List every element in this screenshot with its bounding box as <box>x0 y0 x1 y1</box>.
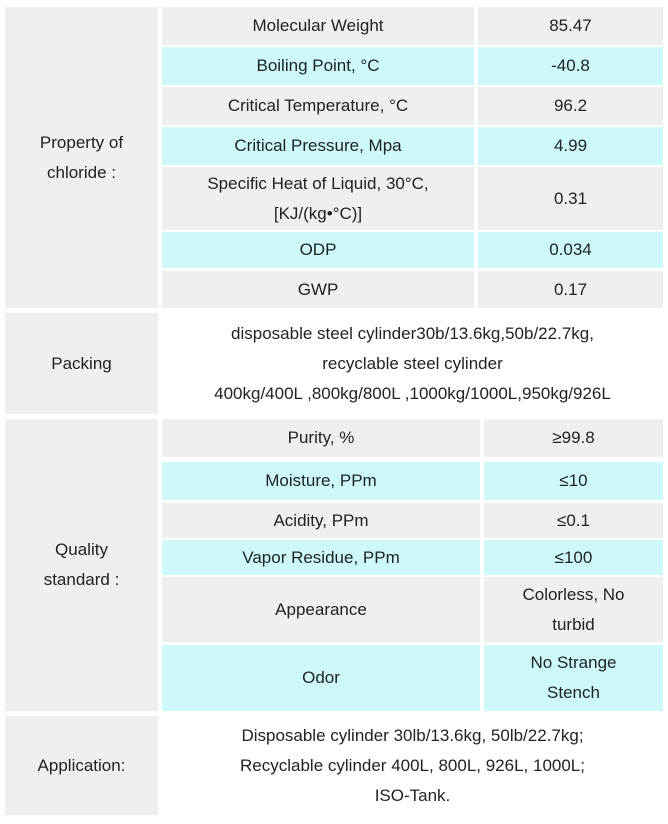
text-line: Odor <box>302 668 340 687</box>
row-name: Appearance <box>162 577 480 642</box>
row-name: Critical Pressure, Mpa <box>162 127 474 165</box>
row-name: Odor <box>162 645 480 711</box>
text-line: Critical Temperature, °C <box>227 96 409 115</box>
text-line: 400kg/400L ,800kg/800L ,1000kg/1000L,950… <box>214 383 611 403</box>
row-value: ≥99.8 <box>484 419 663 457</box>
row-value: ≤0.1 <box>484 503 663 538</box>
row-name: Moisture, PPm <box>162 462 480 500</box>
text-line: Quality <box>55 540 108 559</box>
text-line: disposable steel cylinder30b/13.6kg,50b/… <box>231 323 594 343</box>
text-line: Stench <box>547 683 600 702</box>
row-value: 0.31 <box>478 167 663 230</box>
text-line: Specific Heat of Liquid, 30°C, <box>207 173 429 193</box>
text-line: -40.8 <box>551 56 590 75</box>
text-line: GWP <box>297 279 339 299</box>
row-name: ODP <box>162 232 474 268</box>
text-line: recyclable steel cylinder <box>322 353 503 373</box>
row-value: 4.99 <box>478 127 663 165</box>
row-value: Colorless, No turbid <box>484 577 663 642</box>
row-name: GWP <box>162 271 474 308</box>
text-line: 96.2 <box>553 96 588 115</box>
text-line: ISO-Tank. <box>374 785 451 805</box>
text-line: Vapor Residue, PPm <box>242 547 400 567</box>
section-text: disposable steel cylinder30b/13.6kg,50b/… <box>162 313 663 414</box>
row-value: 85.47 <box>478 7 663 45</box>
row-name: Critical Temperature, °C <box>162 87 474 125</box>
text-line: Acidity, PPm <box>273 510 369 530</box>
text-line: standard : <box>43 570 120 589</box>
text-line: 85.47 <box>549 16 592 35</box>
text-line: Disposable cylinder 30lb/13.6kg, 50lb/22… <box>241 725 584 745</box>
section-label: Property of chloride : <box>5 7 158 308</box>
text-line: Property of <box>39 132 124 152</box>
text-line: No Strange <box>530 653 617 672</box>
text-line: Application: <box>37 755 126 775</box>
row-value: -40.8 <box>478 47 663 85</box>
text-line: Recyclable cylinder 400L, 800L, 926L, 10… <box>240 755 585 775</box>
row-name: Purity, % <box>162 419 480 457</box>
text-line: 4.99 <box>553 136 588 155</box>
text-line: 0.17 <box>553 279 588 299</box>
text-line: chloride : <box>47 162 116 182</box>
row-value: ≤10 <box>484 462 663 500</box>
text-line: Moisture, PPm <box>265 471 377 490</box>
text-line: ≥99.8 <box>552 428 595 447</box>
section-text: Disposable cylinder 30lb/13.6kg, 50lb/22… <box>162 716 663 815</box>
row-value: 96.2 <box>478 87 663 125</box>
row-name: Boiling Point, °C <box>162 47 474 85</box>
row-value: ≤100 <box>484 540 663 575</box>
text-line: ODP <box>299 240 337 259</box>
text-line: ≤0.1 <box>557 510 590 530</box>
text-line: Molecular Weight <box>252 16 384 35</box>
text-line: Colorless, No <box>522 584 625 604</box>
row-name: Molecular Weight <box>162 7 474 45</box>
text-line: Packing <box>51 353 112 373</box>
text-line: [KJ/(kg•°C)] <box>273 203 363 223</box>
section-label: Packing <box>5 313 158 414</box>
row-value: 0.034 <box>478 232 663 268</box>
text-line: 0.034 <box>549 240 592 259</box>
row-value: No Strange Stench <box>484 645 663 711</box>
text-line: ≤100 <box>554 547 593 567</box>
text-line: Critical Pressure, Mpa <box>234 136 402 155</box>
text-line: Purity, % <box>287 428 355 447</box>
text-line: Boiling Point, °C <box>256 56 380 75</box>
section-label: Quality standard : <box>5 419 158 711</box>
row-name: Acidity, PPm <box>162 503 480 538</box>
text-line: turbid <box>552 614 595 634</box>
text-line: Appearance <box>275 599 367 619</box>
text-line: 0.31 <box>553 188 588 208</box>
row-value: 0.17 <box>478 271 663 308</box>
text-line: ≤10 <box>559 471 588 490</box>
row-name: Specific Heat of Liquid, 30°C, [KJ/(kg•°C… <box>162 167 474 230</box>
section-label: Application: <box>5 716 158 815</box>
row-name: Vapor Residue, PPm <box>162 540 480 575</box>
